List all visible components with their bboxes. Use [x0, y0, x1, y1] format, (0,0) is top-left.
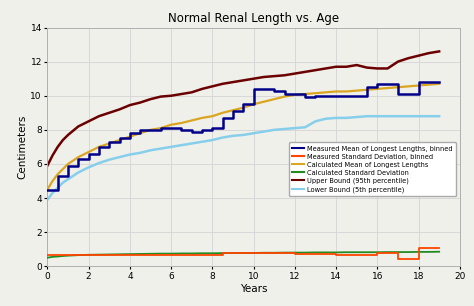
Y-axis label: Centimeters: Centimeters — [18, 115, 27, 179]
Legend: Measured Mean of Longest Lengths, binned, Measured Standard Deviation, binned, C: Measured Mean of Longest Lengths, binned… — [289, 142, 456, 196]
X-axis label: Years: Years — [240, 284, 267, 293]
Title: Normal Renal Length vs. Age: Normal Renal Length vs. Age — [168, 12, 339, 25]
